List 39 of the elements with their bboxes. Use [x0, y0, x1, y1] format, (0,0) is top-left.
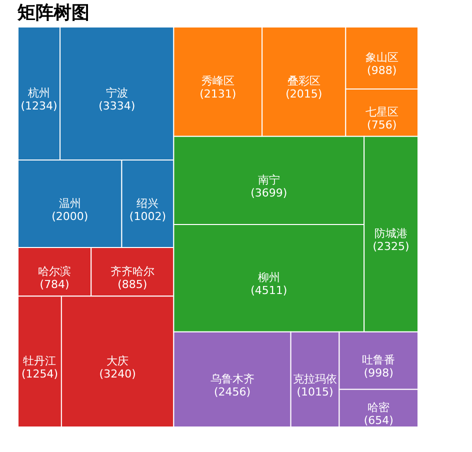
category-label: 象山区: [365, 50, 398, 64]
category-label: 齐齐哈尔: [110, 264, 154, 278]
category-label: 柳州: [258, 271, 280, 284]
category-label: 克拉玛依: [293, 372, 338, 386]
data-label: (1002): [129, 210, 166, 223]
data-label: (1254): [21, 368, 58, 381]
data-label: (2456): [214, 385, 251, 398]
category-label: 杭州: [27, 86, 50, 100]
category-label: 宁波: [106, 86, 128, 100]
category-label: 大庆: [106, 354, 129, 368]
data-label: (784): [40, 278, 70, 291]
category-label: 绍兴: [136, 196, 159, 210]
data-label: (1015): [296, 385, 334, 398]
category-label: 防城港: [374, 227, 408, 240]
data-label: (3240): [99, 368, 136, 381]
category-label: 哈尔滨: [38, 264, 72, 278]
data-label: (2131): [200, 88, 236, 101]
category-label: 哈密: [368, 401, 390, 414]
data-label: (988): [367, 64, 397, 77]
data-label: (2000): [52, 210, 88, 223]
data-label: (1234): [20, 100, 58, 113]
category-label: 七星区: [365, 106, 398, 119]
category-label: 叠彩区: [287, 74, 320, 88]
data-label: (756): [367, 118, 397, 132]
category-label: 牡丹江: [23, 354, 56, 368]
data-label: (3699): [250, 186, 288, 200]
category-label: 吐鲁番: [362, 354, 396, 367]
data-label: (2325): [372, 240, 410, 254]
data-label: (2015): [286, 88, 322, 101]
data-label: (3334): [98, 100, 136, 113]
data-label: (654): [364, 414, 394, 428]
category-label: 乌鲁木齐: [210, 372, 254, 386]
text: 矩阵树图: [16, 2, 90, 24]
category-label: 秀峰区: [201, 74, 234, 88]
data-label: (998): [364, 366, 394, 380]
data-label: (4511): [250, 284, 288, 298]
category-label: 温州: [58, 196, 81, 210]
data-label: (885): [118, 278, 148, 291]
category-label: 南宁: [258, 173, 280, 186]
